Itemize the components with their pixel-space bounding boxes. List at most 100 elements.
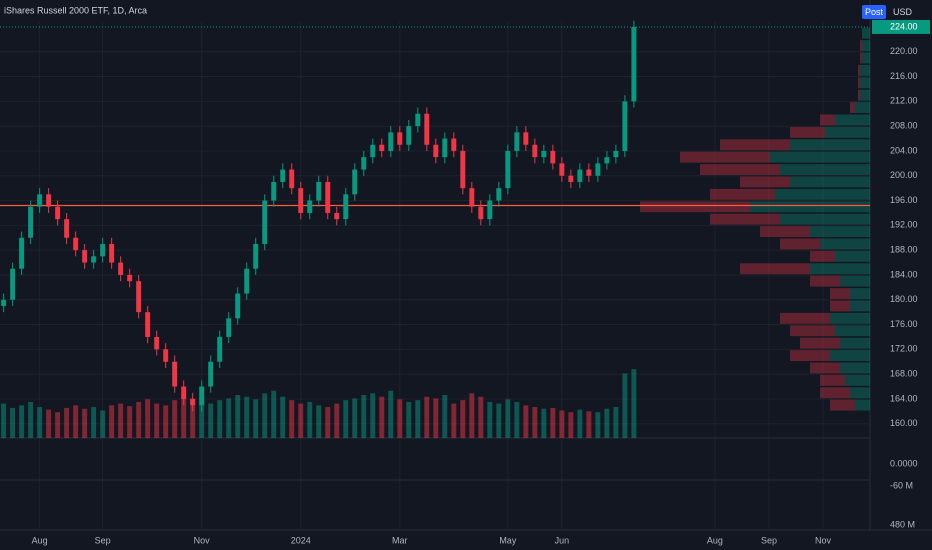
volume-bar [28,401,34,438]
candle-body [46,194,52,207]
candle-body [163,349,169,362]
profile-down [740,176,790,188]
candle-body [316,181,322,201]
volume-bar [532,407,538,438]
candle-body [307,200,313,213]
candle-body [127,274,133,282]
volume-bar [235,395,241,438]
volume-bar [253,399,259,438]
profile-down [790,350,830,361]
candle-body [262,200,268,244]
profile-down [830,399,855,411]
volume-bar [586,411,592,438]
volume-bar [316,405,322,438]
candle-body [343,194,349,220]
volume-bar [568,412,574,438]
marks: 160.00 164.00 168.00 172.00 176.00 180.00 184.… [0,19,930,545]
profile-down [860,40,862,52]
candle-body [451,138,457,151]
volume-bar [226,398,232,438]
lower-pane-label: 0.0000 [890,458,918,468]
volume-bar [19,405,25,438]
candle-body [397,132,403,145]
candle-body [622,101,628,151]
volume-bar [208,403,214,438]
volume-bar [379,396,385,438]
y-tick-label: 216.00 [890,71,918,81]
profile-up [810,263,870,275]
volume-bar [100,410,106,438]
x-tick-label: Nov [194,535,211,545]
y-tick-label: 192.00 [890,220,918,230]
candle-body [1,299,7,306]
candle-body [541,150,547,158]
y-tick-label: 160.00 [890,418,918,428]
volume-bar [523,405,529,438]
volume-bar [334,403,340,438]
y-tick-label: 204.00 [890,145,918,155]
volume-bar [1,403,7,438]
currency[interactable]: USD [893,7,913,17]
candle-body [334,212,340,220]
profile-down [820,114,835,126]
x-tick-label: Mar [392,535,408,545]
volume-bar [541,408,547,438]
candle-body [568,175,574,182]
y-tick-label: 180.00 [890,294,918,304]
profile-down [820,387,850,399]
candle-body [118,262,124,275]
y-tick-label: 176.00 [890,319,918,329]
profile-down [850,102,855,114]
profile-up [780,213,870,225]
candle-body [505,150,511,189]
candle-body [325,181,331,213]
candle-body [226,318,232,337]
candle-body [496,188,502,201]
profile-up [835,250,870,262]
candle-body [199,386,205,406]
volume-bar [271,390,277,438]
candle-body [280,169,286,182]
candle-body [532,144,538,158]
profile-up [820,238,870,250]
y-tick-label: 196.00 [890,195,918,205]
candle-body [388,132,394,151]
profile-up [835,325,870,337]
volume-bar [163,405,169,438]
volume-bar [109,405,115,438]
volume-bar [73,405,79,438]
candle-body [208,361,214,387]
volume-bar [280,396,286,438]
profile-up [790,139,870,151]
candle-body [514,132,520,151]
profile-down [780,238,820,250]
candle-body [298,188,304,213]
candle-body [136,281,142,313]
candle-body [460,150,466,189]
volume-bar [478,396,484,438]
candle-body [19,237,25,269]
candle-body [244,268,250,294]
post-badge[interactable] [862,5,886,19]
volume-bar [595,412,601,438]
volume-bar [190,398,196,438]
profile-up [850,387,870,399]
profile-up [780,164,870,176]
volume-bar [10,407,16,438]
volume-bar [622,373,628,438]
candle-body [370,144,376,158]
candle-body [100,243,106,257]
profile-up [845,374,870,386]
volume-bar [604,408,610,438]
candle-body [73,237,79,251]
candle-body [37,194,43,207]
profile-down [640,201,750,213]
candle-body [379,144,385,151]
post-badge-text[interactable]: Post [865,7,884,17]
volume-bar [37,407,43,438]
candle-body [28,206,34,238]
x-tick-label: Jun [555,535,570,545]
candle-body [487,200,493,220]
volume-bar [460,400,466,438]
y-tick-label: 172.00 [890,344,918,354]
